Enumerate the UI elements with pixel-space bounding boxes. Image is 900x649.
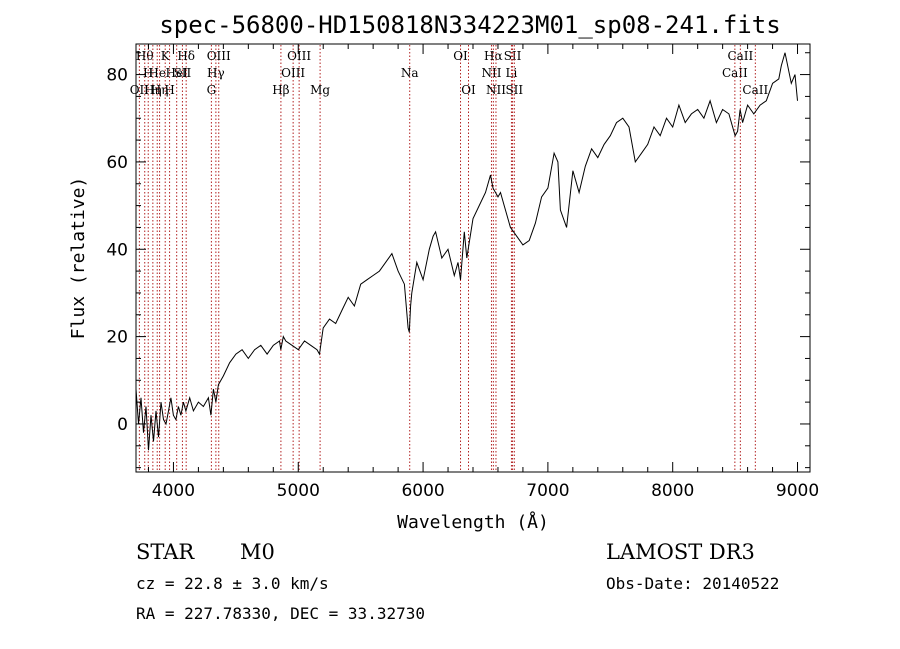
chart-title: spec-56800-HD150818N334223M01_sp08-241.f… <box>159 11 780 39</box>
spectral-line-label: SII <box>505 83 523 97</box>
spectral-line-label: OIII <box>207 49 231 63</box>
object-class: STAR <box>136 540 195 564</box>
spectral-line-label: OIII <box>281 66 305 80</box>
spectral-line-label: Hθ <box>136 49 154 63</box>
spectral-line-label: G <box>207 83 217 97</box>
x-tick-label: 5000 <box>277 481 320 501</box>
spectral-line-label: OI <box>453 49 468 63</box>
axis-ticks-layer: 4000 5000 6000 7000 8000 9000 0 20 40 60 80 <box>106 44 819 501</box>
y-tick-label: 60 <box>106 153 128 173</box>
y-tick-label: 20 <box>106 328 128 348</box>
redshift-velocity: cz = 22.8 ± 3.0 km/s <box>136 574 329 593</box>
spectral-line-label: CaII <box>727 49 753 63</box>
y-tick-label: 80 <box>106 66 128 86</box>
spectral-line-label: Li <box>506 66 518 80</box>
spectral-line-label: K <box>161 49 171 63</box>
y-axis-label: Flux (relative) <box>68 177 89 340</box>
y-tick-label: 0 <box>117 415 128 435</box>
x-tick-label: 7000 <box>526 481 569 501</box>
spectral-line-label: H <box>164 83 174 97</box>
spectral-line-label: SII <box>174 66 192 80</box>
spectral-line-label: Hβ <box>272 83 289 97</box>
x-tick-label: 4000 <box>152 481 195 501</box>
x-axis-label: Wavelength (Å) <box>397 511 549 533</box>
spectral-line-label: Mg <box>310 83 330 97</box>
spectral-line-label: CaII <box>742 83 768 97</box>
spectral-line-label: Na <box>401 66 419 80</box>
survey-name: LAMOST DR3 <box>606 540 755 564</box>
spectral-line-label: H <box>143 66 153 80</box>
spectral-line-label: NII <box>481 66 501 80</box>
x-tick-label: 9000 <box>776 481 819 501</box>
spectral-line-label: Hη <box>144 83 162 97</box>
y-tick-label: 40 <box>106 240 128 260</box>
spectral-line-label: OI <box>461 83 476 97</box>
coordinates: RA = 227.78330, DEC = 33.32730 <box>136 604 425 623</box>
spectral-line-label: CaII <box>722 66 748 80</box>
spectral-line-label: Hγ <box>207 66 225 80</box>
spectral-line-label: He <box>148 66 166 80</box>
spectral-lines-layer: OIIHθHHηHeHηKHHeISIIHδGHγOIIIHβOIIIOIIIM… <box>130 45 768 471</box>
spectral-line-label: Hα <box>484 49 503 63</box>
spectral-line-label: SII <box>504 49 522 63</box>
x-tick-label: 8000 <box>651 481 694 501</box>
x-tick-label: 6000 <box>401 481 444 501</box>
plot-frame <box>135 43 811 473</box>
spectral-line-label: Hδ <box>177 49 195 63</box>
spectral-line-label: NII <box>486 83 506 97</box>
flux-series-line <box>135 52 798 451</box>
object-subclass: M0 <box>240 540 275 564</box>
spectral-line-label: Hη <box>151 83 169 97</box>
spectral-line-label: OIII <box>287 49 311 63</box>
spectral-line-label: OII <box>130 83 150 97</box>
observation-date: Obs-Date: 20140522 <box>606 574 779 593</box>
